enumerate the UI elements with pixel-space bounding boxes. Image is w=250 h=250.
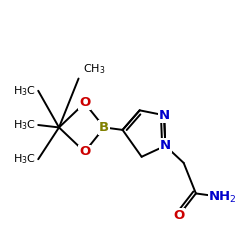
Text: CH$_3$: CH$_3$	[84, 62, 106, 76]
Text: H$_3$C: H$_3$C	[13, 84, 36, 98]
Text: B: B	[99, 121, 109, 134]
Text: NH$_2$: NH$_2$	[208, 190, 237, 205]
Text: H$_3$C: H$_3$C	[13, 152, 36, 166]
Text: H$_3$C: H$_3$C	[13, 118, 36, 132]
Text: O: O	[79, 96, 90, 110]
Text: N: N	[158, 109, 170, 122]
Text: O: O	[173, 209, 184, 222]
Text: N: N	[160, 139, 171, 152]
Text: O: O	[79, 146, 90, 158]
